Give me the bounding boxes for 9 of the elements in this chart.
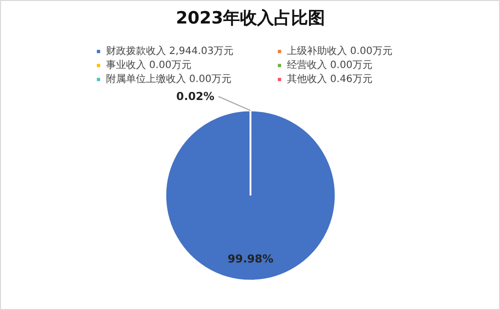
legend-label: 附属单位上缴收入 0.00万元	[106, 72, 232, 86]
legend-label: 经营收入 0.00万元	[287, 58, 374, 72]
data-label: 99.98%	[228, 252, 274, 266]
legend-label: 其他收入 0.46万元	[287, 72, 374, 86]
legend-label: 财政拨款收入 2,944.03万元	[106, 44, 235, 58]
data-label: 0.02%	[176, 90, 214, 103]
legend-label: 上级补助收入 0.00万元	[287, 44, 394, 58]
chart-title: 2023年收入占比图	[176, 8, 326, 28]
legend-label: 事业收入 0.00万元	[106, 58, 192, 72]
